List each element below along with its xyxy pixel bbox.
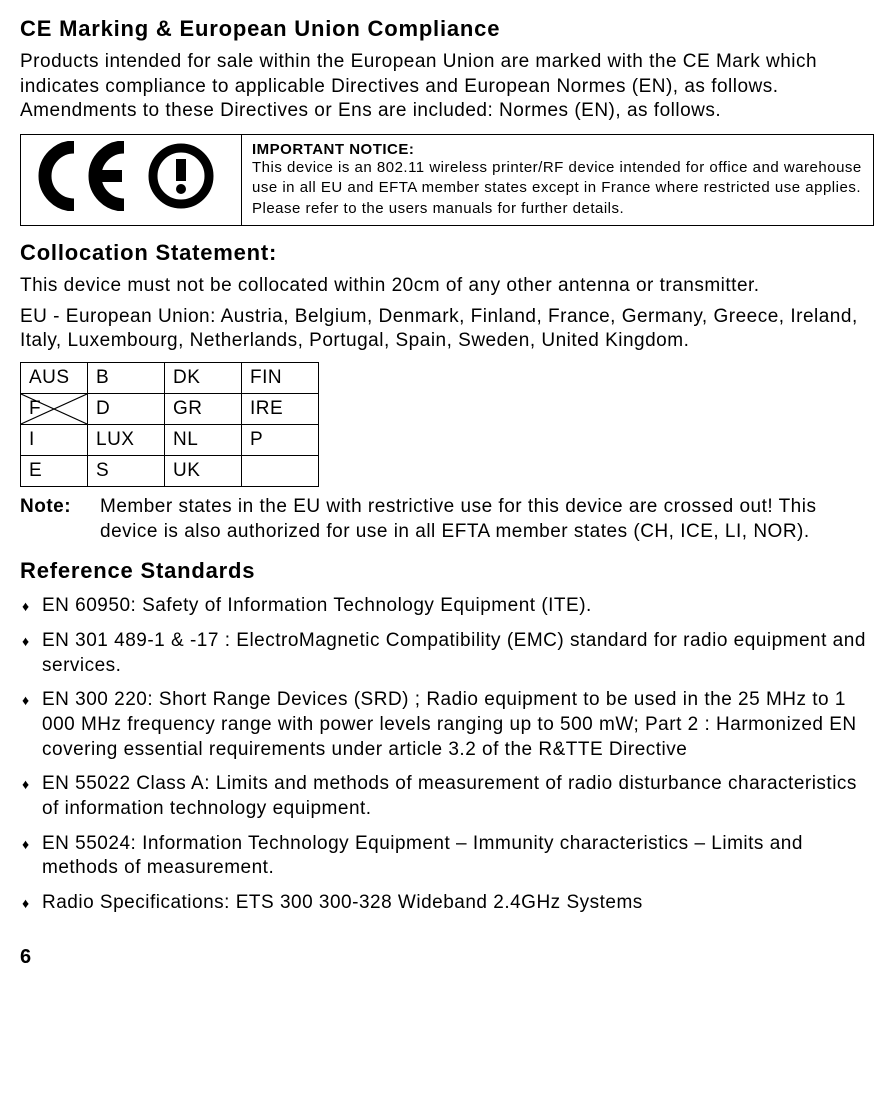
page-title: CE Marking & European Union Compliance: [20, 16, 874, 42]
ce-mark-icon: [36, 141, 226, 211]
note-text: Member states in the EU with restrictive…: [100, 495, 874, 544]
country-cell: IRE: [242, 393, 319, 424]
standards-list: EN 60950: Safety of Information Technolo…: [20, 594, 874, 916]
country-cell: B: [88, 362, 165, 393]
standard-item: EN 301 489-1 & -17 : ElectroMagnetic Com…: [42, 629, 874, 678]
country-cell: DK: [165, 362, 242, 393]
country-table: AUS B DK FIN F D GR IRE I LUX NL P E S U…: [20, 362, 319, 487]
standard-item: Radio Specifications: ETS 300 300-328 Wi…: [42, 891, 874, 916]
page-number: 6: [20, 946, 874, 969]
reference-heading: Reference Standards: [20, 558, 874, 584]
country-cell: NL: [165, 424, 242, 455]
country-cell: E: [21, 455, 88, 486]
country-cell: AUS: [21, 362, 88, 393]
notice-body-2: Please refer to the users manuals for fu…: [252, 199, 863, 219]
notice-heading: IMPORTANT NOTICE:: [252, 141, 863, 158]
country-cell: D: [88, 393, 165, 424]
notice-text-cell: IMPORTANT NOTICE: This device is an 802.…: [242, 135, 874, 226]
note-label: Note:: [20, 495, 100, 544]
country-cell: UK: [165, 455, 242, 486]
country-cell: FIN: [242, 362, 319, 393]
country-cell: S: [88, 455, 165, 486]
country-code: F: [29, 398, 41, 419]
country-cell: GR: [165, 393, 242, 424]
notice-body-1: This device is an 802.11 wireless printe…: [252, 158, 863, 199]
notice-table: IMPORTANT NOTICE: This device is an 802.…: [20, 134, 874, 226]
standard-item: EN 55022 Class A: Limits and methods of …: [42, 772, 874, 821]
standard-item: EN 60950: Safety of Information Technolo…: [42, 594, 874, 619]
country-cell: P: [242, 424, 319, 455]
standard-item: EN 300 220: Short Range Devices (SRD) ; …: [42, 688, 874, 762]
country-cell: I: [21, 424, 88, 455]
ce-mark-cell: [21, 135, 242, 226]
collocation-heading: Collocation Statement:: [20, 240, 874, 266]
collocation-p1: This device must not be collocated withi…: [20, 274, 874, 299]
standard-item: EN 55024: Information Technology Equipme…: [42, 832, 874, 881]
country-cell: LUX: [88, 424, 165, 455]
note-row: Note: Member states in the EU with restr…: [20, 495, 874, 544]
country-cell-crossed: F: [21, 393, 88, 424]
country-cell: [242, 455, 319, 486]
intro-paragraph: Products intended for sale within the Eu…: [20, 50, 874, 124]
collocation-p2: EU - European Union: Austria, Belgium, D…: [20, 305, 874, 354]
